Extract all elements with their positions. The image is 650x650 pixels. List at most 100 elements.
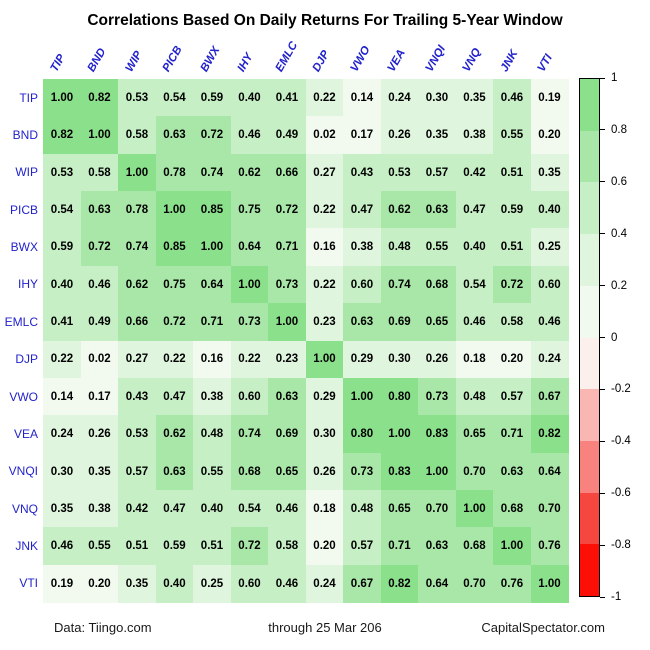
heatmap-cell: 0.60 bbox=[230, 564, 269, 603]
heatmap-cell: 0.68 bbox=[418, 265, 456, 304]
heatmap-cell: 1.00 bbox=[43, 79, 81, 117]
heatmap-cell: 0.53 bbox=[43, 153, 81, 192]
heatmap-cell: 0.14 bbox=[343, 79, 381, 117]
heatmap-cell: 0.57 bbox=[493, 377, 531, 416]
heatmap-cell: 0.57 bbox=[118, 452, 156, 491]
colorbar-tick bbox=[600, 492, 605, 494]
row-label: DJP bbox=[15, 352, 38, 367]
heatmap-cell: 0.14 bbox=[43, 377, 81, 416]
heatmap-cell: 1.00 bbox=[343, 377, 381, 416]
heatmap-cell: 0.55 bbox=[493, 116, 531, 155]
colorbar-tick-label: -0.8 bbox=[611, 539, 631, 552]
heatmap-cell: 1.00 bbox=[493, 527, 531, 566]
row-label: BND bbox=[12, 128, 38, 143]
column-label: BND bbox=[85, 46, 109, 74]
heatmap-cell: 0.46 bbox=[493, 79, 531, 117]
heatmap-cell: 0.22 bbox=[305, 191, 344, 229]
heatmap-cell: 0.30 bbox=[305, 415, 344, 454]
heatmap-cell: 0.18 bbox=[455, 340, 494, 379]
heatmap-cell: 0.20 bbox=[305, 527, 344, 566]
heatmap-cell: 1.00 bbox=[455, 489, 494, 528]
colorbar-tick-label: 0.2 bbox=[611, 279, 627, 292]
heatmap-cell: 1.00 bbox=[530, 564, 569, 603]
row-label: VWO bbox=[9, 389, 38, 404]
colorbar-tick bbox=[600, 77, 605, 79]
heatmap-cell: 0.69 bbox=[380, 303, 419, 342]
heatmap-cell: 0.63 bbox=[418, 527, 456, 566]
row-label: PICB bbox=[9, 202, 38, 217]
heatmap-cell: 0.60 bbox=[530, 265, 569, 304]
heatmap-cell: 0.51 bbox=[118, 527, 156, 566]
column-label: VTI bbox=[535, 52, 556, 74]
heatmap-cell: 1.00 bbox=[418, 452, 456, 491]
column-label: BWX bbox=[198, 44, 223, 74]
colorbar-tick bbox=[600, 233, 605, 235]
heatmap-cell: 1.00 bbox=[380, 415, 419, 454]
heatmap-cell: 0.53 bbox=[380, 153, 419, 192]
column-label: TIP bbox=[48, 52, 68, 74]
heatmap-cell: 0.63 bbox=[268, 377, 306, 416]
heatmap-cell: 0.54 bbox=[455, 265, 494, 304]
heatmap-cell: 0.72 bbox=[80, 228, 119, 267]
heatmap-cell: 0.54 bbox=[43, 191, 81, 229]
heatmap-cell: 0.57 bbox=[418, 153, 456, 192]
heatmap-cell: 0.69 bbox=[268, 415, 306, 454]
heatmap-cell: 0.76 bbox=[493, 564, 531, 603]
heatmap-cell: 0.63 bbox=[418, 191, 456, 229]
row-label: VEA bbox=[13, 426, 38, 441]
heatmap-cell: 0.46 bbox=[80, 265, 119, 304]
colorbar-tick-label: -0.2 bbox=[611, 383, 631, 396]
heatmap-cell: 0.73 bbox=[343, 452, 381, 491]
heatmap-cell: 0.73 bbox=[418, 377, 456, 416]
heatmap-cell: 0.16 bbox=[193, 340, 231, 379]
heatmap-cell: 0.48 bbox=[455, 377, 494, 416]
colorbar-tick-label: 0.4 bbox=[611, 227, 627, 240]
heatmap-cell: 0.82 bbox=[530, 415, 569, 454]
heatmap-cell: 0.48 bbox=[380, 228, 419, 267]
colorbar-tick-label: -0.4 bbox=[611, 435, 631, 448]
heatmap-cell: 0.59 bbox=[193, 79, 231, 117]
row-label: VNQI bbox=[8, 464, 38, 479]
heatmap-cell: 0.26 bbox=[80, 415, 119, 454]
heatmap-cell: 0.35 bbox=[530, 153, 569, 192]
heatmap-cell: 0.41 bbox=[43, 303, 81, 342]
heatmap-cell: 0.63 bbox=[80, 191, 119, 229]
row-label: JNK bbox=[15, 538, 38, 553]
row-label: IHY bbox=[17, 277, 38, 292]
heatmap-cell: 0.60 bbox=[230, 377, 269, 416]
heatmap-cell: 0.54 bbox=[230, 489, 269, 528]
column-label: IHY bbox=[235, 51, 256, 74]
heatmap-cell: 0.40 bbox=[530, 191, 569, 229]
heatmap-cell: 1.00 bbox=[230, 265, 269, 304]
heatmap-cell: 1.00 bbox=[118, 153, 156, 192]
heatmap-cell: 0.48 bbox=[193, 415, 231, 454]
heatmap-cell: 0.85 bbox=[193, 191, 231, 229]
heatmap-cell: 0.46 bbox=[268, 489, 306, 528]
heatmap-cell: 0.35 bbox=[43, 489, 81, 528]
colorbar-band bbox=[580, 440, 599, 493]
heatmap-cell: 0.25 bbox=[193, 564, 231, 603]
through-date-text: through 25 Mar 206 bbox=[268, 620, 382, 635]
heatmap-cell: 0.19 bbox=[43, 564, 81, 603]
colorbar-tick bbox=[600, 388, 605, 390]
heatmap-cell: 0.74 bbox=[380, 265, 419, 304]
heatmap-cell: 0.82 bbox=[80, 79, 119, 117]
heatmap-cell: 0.25 bbox=[530, 228, 569, 267]
heatmap-cell: 0.51 bbox=[493, 153, 531, 192]
heatmap-cell: 0.42 bbox=[118, 489, 156, 528]
heatmap-cell: 0.59 bbox=[43, 228, 81, 267]
heatmap-cell: 0.27 bbox=[118, 340, 156, 379]
colorbar-tick-label: 0.8 bbox=[611, 123, 627, 136]
heatmap-cell: 0.20 bbox=[493, 340, 531, 379]
heatmap-cell: 0.48 bbox=[343, 489, 381, 528]
colorbar-band bbox=[580, 337, 599, 390]
heatmap-cell: 0.02 bbox=[80, 340, 119, 379]
heatmap-cell: 0.70 bbox=[418, 489, 456, 528]
heatmap-cell: 0.47 bbox=[155, 489, 194, 528]
heatmap-cell: 0.67 bbox=[530, 377, 569, 416]
heatmap-cell: 0.74 bbox=[118, 228, 156, 267]
heatmap-cell: 0.42 bbox=[455, 153, 494, 192]
heatmap-cell: 0.83 bbox=[380, 452, 419, 491]
heatmap-cell: 0.78 bbox=[155, 153, 194, 192]
